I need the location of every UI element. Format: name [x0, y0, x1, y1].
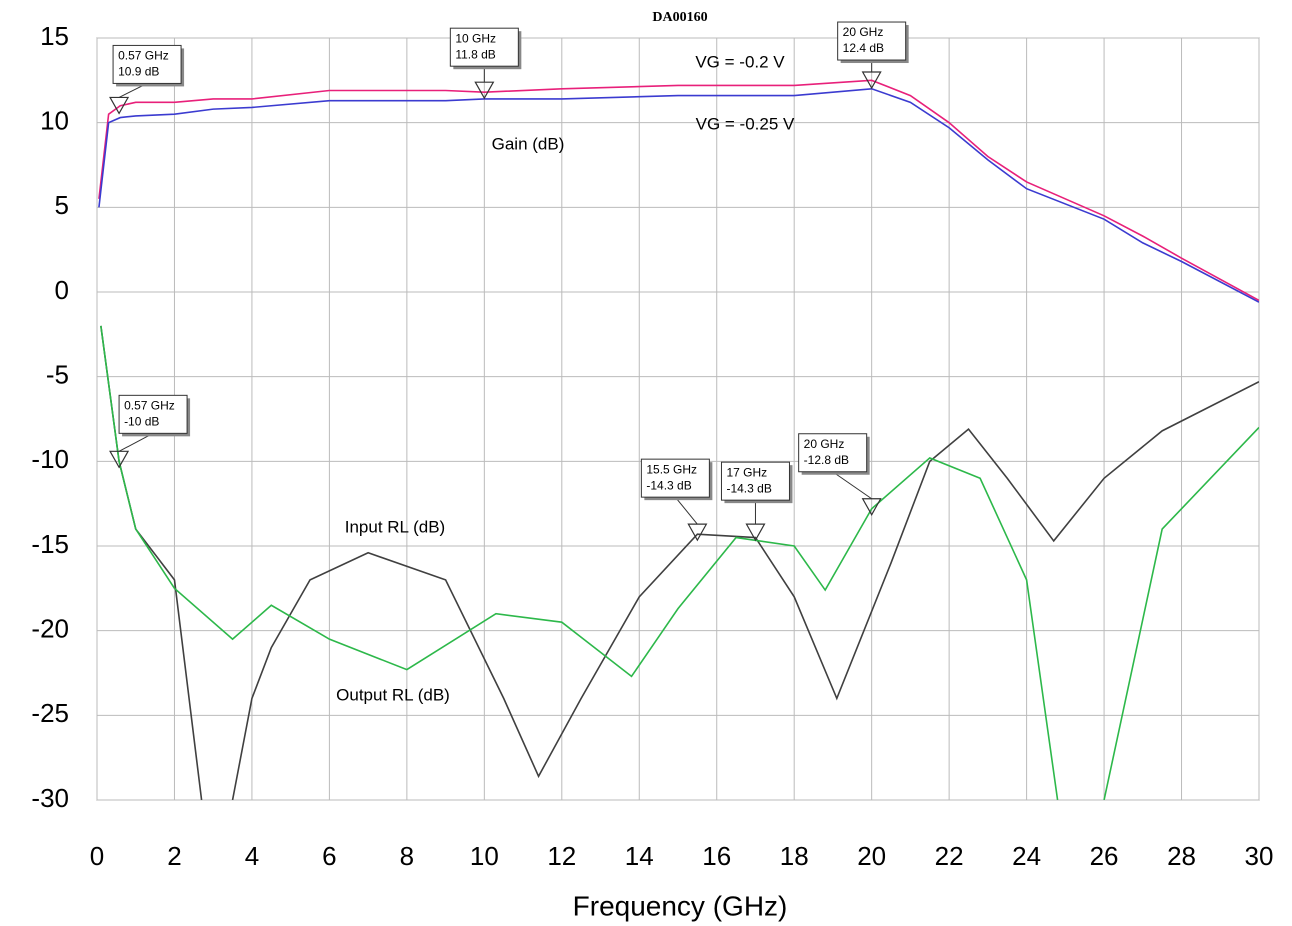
annotation-text: 0.57 GHz — [118, 49, 169, 63]
y-tick-label: -25 — [31, 698, 69, 728]
curve-label: VG = -0.25 V — [696, 114, 795, 133]
y-tick-label: -5 — [46, 360, 69, 390]
x-tick-label: 30 — [1245, 841, 1274, 871]
annotation-box — [720, 461, 790, 501]
annotation-marker — [474, 81, 495, 100]
y-tick-label: -30 — [31, 783, 69, 813]
x-tick-label: 22 — [935, 841, 964, 871]
y-tick-label: -20 — [31, 614, 69, 644]
y-tick-label: -10 — [31, 444, 69, 474]
annotation-text: 17 GHz — [726, 465, 767, 479]
annotation-text: 20 GHz — [804, 437, 845, 451]
x-tick-label: 18 — [780, 841, 809, 871]
annotation-marker — [109, 450, 130, 469]
x-tick-label: 28 — [1167, 841, 1196, 871]
annotation-marker — [861, 71, 882, 90]
y-tick-label: -15 — [31, 529, 69, 559]
annotation-text: -14.3 dB — [726, 481, 771, 495]
annotation-text: 15.5 GHz — [646, 462, 697, 476]
x-tick-label: 0 — [90, 841, 104, 871]
annotation-text: 0.57 GHz — [124, 399, 175, 413]
x-tick-label: 20 — [857, 841, 886, 871]
curve-label: Gain (dB) — [492, 134, 565, 153]
annotation-text: 12.4 dB — [843, 41, 884, 55]
annotation-leader — [674, 496, 698, 525]
annotation-text: 20 GHz — [843, 25, 884, 39]
chart-title: DA00160 — [652, 10, 707, 25]
y-tick-label: 10 — [40, 106, 69, 136]
plot-area — [96, 37, 1260, 801]
curve-label: Output RL (dB) — [336, 685, 450, 704]
series-line — [98, 79, 1259, 302]
x-tick-label: 4 — [245, 841, 259, 871]
annotation-leader — [832, 471, 872, 500]
x-tick-label: 10 — [470, 841, 499, 871]
annotation-marker — [745, 523, 766, 542]
x-tick-label: 6 — [322, 841, 336, 871]
x-tick-label: 24 — [1012, 841, 1041, 871]
annotation-marker — [861, 498, 882, 516]
annotation-box — [449, 27, 519, 67]
curve-label: Input RL (dB) — [345, 517, 445, 536]
x-tick-label: 2 — [167, 841, 181, 871]
annotation-text: 11.8 dB — [455, 47, 495, 61]
annotation-text: -10 dB — [124, 415, 159, 429]
y-tick-label: 0 — [55, 275, 69, 305]
series-line — [98, 87, 1259, 303]
annotation-text: 10.9 dB — [118, 65, 159, 79]
x-tick-label: 26 — [1090, 841, 1119, 871]
annotation-text: -12.8 dB — [804, 453, 849, 467]
annotation-box — [118, 394, 188, 434]
x-tick-label: 12 — [547, 841, 576, 871]
x-tick-label: 14 — [625, 841, 654, 871]
annotation-marker — [687, 523, 708, 542]
annotation-box — [640, 458, 710, 498]
y-tick-label: 15 — [40, 21, 69, 51]
annotation-box — [112, 44, 182, 84]
series-line — [100, 325, 1259, 800]
curve-label: VG = -0.2 V — [695, 52, 785, 71]
x-axis-label: Frequency (GHz) — [573, 890, 788, 921]
annotation-marker — [109, 96, 130, 115]
annotation-box — [837, 21, 907, 61]
y-tick-label: 5 — [55, 190, 69, 220]
annotation-box — [798, 433, 868, 473]
annotation-text: -14.3 dB — [646, 478, 691, 492]
x-tick-label: 8 — [400, 841, 414, 871]
annotation-text: 10 GHz — [455, 31, 496, 45]
x-tick-label: 16 — [702, 841, 731, 871]
